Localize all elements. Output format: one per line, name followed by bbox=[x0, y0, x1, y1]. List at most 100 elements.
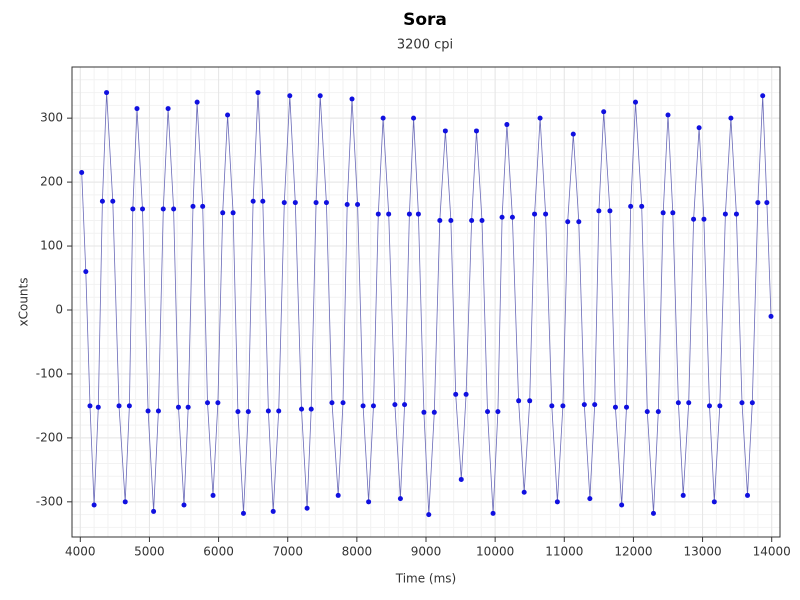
point bbox=[287, 93, 293, 99]
point bbox=[240, 510, 246, 516]
x-tick-label: 10000 bbox=[476, 545, 514, 559]
point bbox=[421, 409, 427, 415]
point bbox=[504, 122, 510, 128]
point bbox=[205, 400, 211, 406]
y-tick-label: 200 bbox=[40, 175, 63, 189]
point bbox=[171, 206, 177, 212]
point bbox=[660, 210, 666, 216]
point bbox=[375, 211, 381, 217]
point bbox=[592, 402, 598, 408]
point bbox=[87, 403, 93, 409]
y-tick-label: 100 bbox=[40, 239, 63, 253]
point bbox=[304, 505, 310, 511]
point bbox=[190, 203, 196, 209]
point bbox=[270, 508, 276, 514]
point bbox=[110, 198, 116, 204]
point bbox=[411, 115, 417, 121]
point bbox=[134, 106, 140, 112]
point bbox=[83, 269, 89, 275]
x-tick-label: 4000 bbox=[65, 545, 96, 559]
point bbox=[130, 206, 136, 212]
y-tick-label: -200 bbox=[36, 430, 63, 444]
point bbox=[344, 201, 350, 207]
y-tick-label: 300 bbox=[40, 111, 63, 125]
point bbox=[639, 203, 645, 209]
point bbox=[215, 400, 221, 406]
point bbox=[764, 200, 770, 206]
x-tick-label: 9000 bbox=[411, 545, 442, 559]
x-tick-label: 11000 bbox=[545, 545, 583, 559]
point bbox=[145, 408, 151, 414]
point bbox=[230, 210, 236, 216]
point bbox=[165, 106, 171, 112]
point bbox=[220, 210, 226, 216]
y-axis-label: xCounts bbox=[17, 278, 31, 327]
point bbox=[587, 496, 593, 502]
point bbox=[499, 214, 505, 220]
point bbox=[733, 211, 739, 217]
point bbox=[749, 400, 755, 406]
point bbox=[260, 198, 266, 204]
point bbox=[185, 404, 191, 410]
point bbox=[122, 499, 128, 505]
x-axis-label: Time (ms) bbox=[395, 572, 457, 586]
point bbox=[431, 409, 437, 415]
point bbox=[554, 499, 560, 505]
point bbox=[181, 502, 187, 508]
point bbox=[458, 476, 464, 482]
point bbox=[632, 99, 638, 105]
point bbox=[91, 502, 97, 508]
point bbox=[463, 391, 469, 397]
point bbox=[722, 211, 728, 217]
point bbox=[755, 200, 761, 206]
point bbox=[768, 313, 774, 319]
point bbox=[675, 400, 681, 406]
point bbox=[99, 198, 105, 204]
chart-subtitle: 3200 cpi bbox=[397, 38, 453, 53]
point bbox=[437, 217, 443, 223]
point bbox=[360, 403, 366, 409]
point bbox=[415, 211, 421, 217]
point bbox=[644, 409, 650, 415]
point bbox=[711, 499, 717, 505]
point bbox=[255, 90, 261, 96]
point bbox=[210, 492, 216, 498]
x-tick-label: 12000 bbox=[614, 545, 652, 559]
x-tick-label: 14000 bbox=[753, 545, 791, 559]
point bbox=[126, 403, 132, 409]
point bbox=[281, 200, 287, 206]
point bbox=[329, 400, 335, 406]
point bbox=[397, 496, 403, 502]
point bbox=[79, 170, 85, 176]
point bbox=[490, 510, 496, 516]
point bbox=[516, 398, 522, 404]
point bbox=[469, 217, 475, 223]
point bbox=[612, 404, 618, 410]
point bbox=[728, 115, 734, 121]
point bbox=[355, 201, 361, 207]
point bbox=[265, 408, 271, 414]
point bbox=[581, 402, 587, 408]
point bbox=[140, 206, 146, 212]
point bbox=[532, 211, 538, 217]
point bbox=[706, 403, 712, 409]
point bbox=[402, 402, 408, 408]
point bbox=[655, 409, 661, 415]
point bbox=[495, 409, 501, 415]
chart-title: Sora bbox=[403, 10, 447, 30]
point bbox=[701, 216, 707, 222]
point bbox=[691, 216, 697, 222]
point bbox=[509, 214, 515, 220]
point bbox=[521, 489, 527, 495]
point bbox=[245, 409, 251, 415]
x-tick-label: 7000 bbox=[272, 545, 303, 559]
point bbox=[665, 112, 671, 118]
point bbox=[624, 404, 630, 410]
point bbox=[340, 400, 346, 406]
point bbox=[717, 403, 723, 409]
point bbox=[406, 211, 412, 217]
point bbox=[601, 109, 607, 115]
point bbox=[549, 403, 555, 409]
point bbox=[628, 203, 634, 209]
point bbox=[313, 200, 319, 206]
